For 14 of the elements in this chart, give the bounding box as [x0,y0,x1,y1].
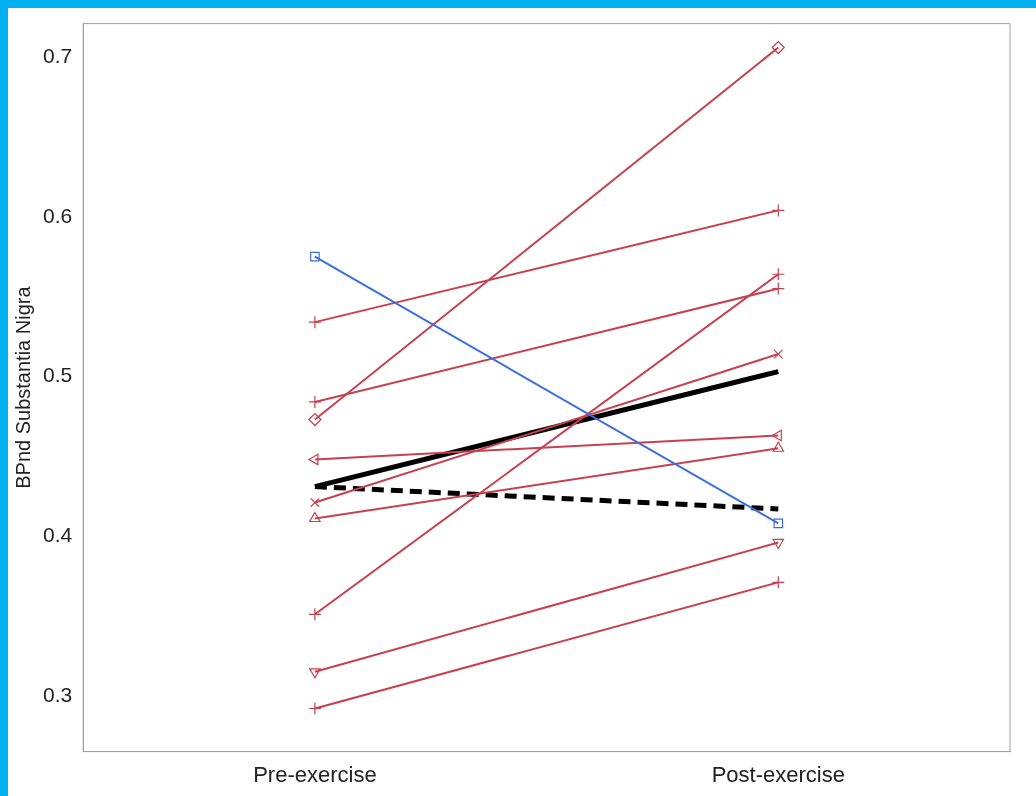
point [773,518,784,529]
y-tick-label: 0.3 [42,682,73,706]
y-tick-label: 0.4 [42,522,73,546]
point [771,40,785,55]
y-axis-title: BPnd Substantia Nigra [11,285,34,489]
y-tick-label: 0.5 [42,363,73,387]
point [310,251,320,262]
y-tick-label: 0.7 [42,43,73,67]
x-tick-label: Post-exercise [711,761,845,787]
x-tick-label: Pre-exercise [253,761,377,787]
point [308,412,322,427]
point [773,349,784,359]
point [310,497,320,508]
y-tick-label: 0.6 [42,203,73,227]
